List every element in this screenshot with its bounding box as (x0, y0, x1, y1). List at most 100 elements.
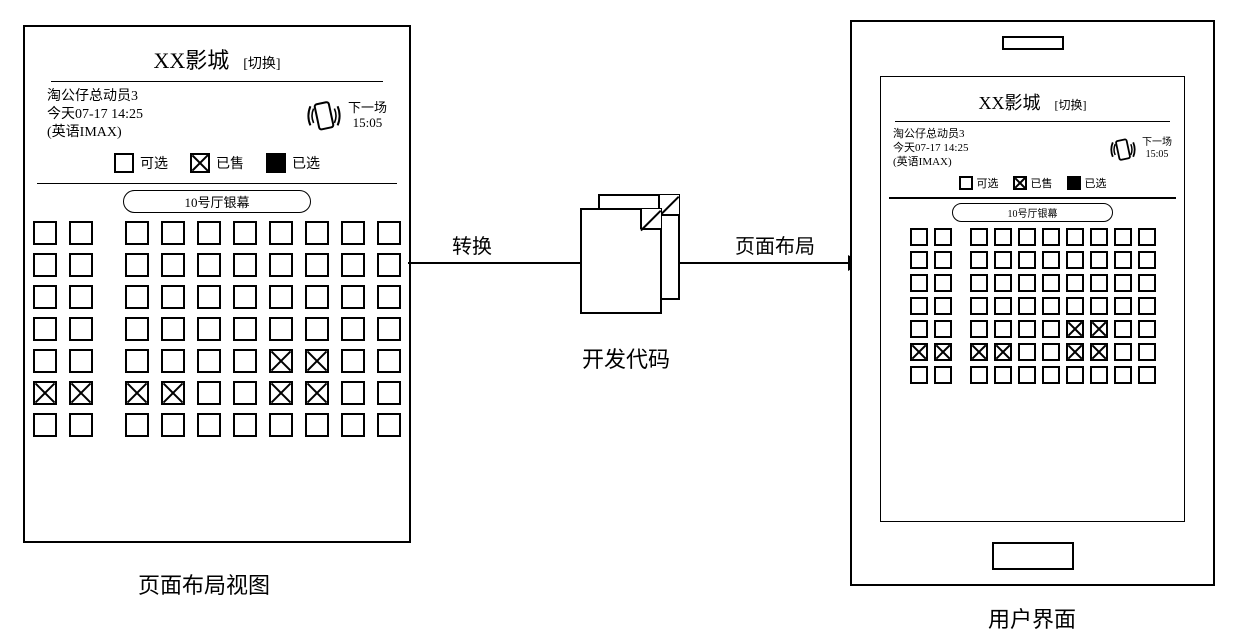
seat[interactable] (970, 320, 988, 338)
seat[interactable] (69, 285, 93, 309)
seat[interactable] (1114, 343, 1132, 361)
seat[interactable] (1138, 320, 1156, 338)
seat[interactable] (341, 253, 365, 277)
seat[interactable] (1042, 366, 1060, 384)
seat[interactable] (33, 349, 57, 373)
seat[interactable] (1066, 297, 1084, 315)
seat[interactable] (1114, 228, 1132, 246)
seat[interactable] (305, 349, 329, 373)
seat[interactable] (1042, 297, 1060, 315)
seat[interactable] (910, 274, 928, 292)
seat[interactable] (994, 320, 1012, 338)
seat[interactable] (125, 381, 149, 405)
seat[interactable] (69, 413, 93, 437)
seat[interactable] (197, 221, 221, 245)
seat[interactable] (994, 343, 1012, 361)
seat[interactable] (269, 381, 293, 405)
seat[interactable] (910, 343, 928, 361)
seat[interactable] (305, 413, 329, 437)
seat[interactable] (1042, 320, 1060, 338)
seat[interactable] (125, 349, 149, 373)
seat[interactable] (1138, 366, 1156, 384)
seat[interactable] (910, 251, 928, 269)
seat[interactable] (1018, 228, 1036, 246)
seat[interactable] (1090, 366, 1108, 384)
seat[interactable] (1138, 343, 1156, 361)
seat[interactable] (1018, 274, 1036, 292)
seat[interactable] (910, 297, 928, 315)
seat[interactable] (970, 366, 988, 384)
seat[interactable] (377, 317, 401, 341)
seat[interactable] (970, 228, 988, 246)
seat[interactable] (934, 297, 952, 315)
seat[interactable] (1066, 274, 1084, 292)
seat[interactable] (33, 381, 57, 405)
seat[interactable] (910, 320, 928, 338)
seat[interactable] (1090, 228, 1108, 246)
seat[interactable] (934, 343, 952, 361)
seat[interactable] (269, 317, 293, 341)
seat[interactable] (1066, 320, 1084, 338)
seat[interactable] (269, 349, 293, 373)
seat[interactable] (197, 253, 221, 277)
seat[interactable] (233, 349, 257, 373)
seat[interactable] (69, 349, 93, 373)
seat[interactable] (33, 413, 57, 437)
seat[interactable] (341, 349, 365, 373)
seat[interactable] (1042, 343, 1060, 361)
seat[interactable] (970, 251, 988, 269)
seat[interactable] (341, 285, 365, 309)
seat[interactable] (161, 413, 185, 437)
seat[interactable] (33, 253, 57, 277)
next-show-block[interactable]: 下一场 15:05 (304, 95, 387, 135)
seat[interactable] (377, 285, 401, 309)
seat[interactable] (233, 253, 257, 277)
seat[interactable] (1090, 251, 1108, 269)
seat[interactable] (33, 317, 57, 341)
seat[interactable] (269, 413, 293, 437)
seat[interactable] (1114, 366, 1132, 384)
seat[interactable] (125, 221, 149, 245)
seat[interactable] (1066, 251, 1084, 269)
seat[interactable] (305, 381, 329, 405)
seat[interactable] (1090, 297, 1108, 315)
seat[interactable] (69, 253, 93, 277)
switch-button[interactable]: [切换] (243, 53, 280, 73)
seat[interactable] (233, 221, 257, 245)
seat[interactable] (161, 349, 185, 373)
seat[interactable] (33, 285, 57, 309)
seat[interactable] (970, 274, 988, 292)
seat[interactable] (1042, 228, 1060, 246)
seat[interactable] (1114, 297, 1132, 315)
seat[interactable] (233, 317, 257, 341)
seat[interactable] (1090, 274, 1108, 292)
seat[interactable] (341, 381, 365, 405)
seat[interactable] (233, 413, 257, 437)
seat[interactable] (1018, 297, 1036, 315)
seat[interactable] (994, 228, 1012, 246)
seat[interactable] (197, 413, 221, 437)
seat[interactable] (994, 274, 1012, 292)
seat[interactable] (1090, 320, 1108, 338)
seat[interactable] (125, 285, 149, 309)
seat[interactable] (161, 253, 185, 277)
seat[interactable] (269, 285, 293, 309)
seat[interactable] (1066, 228, 1084, 246)
seat[interactable] (970, 343, 988, 361)
seat[interactable] (69, 317, 93, 341)
seat[interactable] (1066, 366, 1084, 384)
device-home-button[interactable] (992, 542, 1074, 570)
seat[interactable] (994, 251, 1012, 269)
seat[interactable] (1138, 297, 1156, 315)
seat[interactable] (161, 381, 185, 405)
seat[interactable] (377, 381, 401, 405)
seat[interactable] (33, 221, 57, 245)
seat[interactable] (305, 285, 329, 309)
seat[interactable] (1114, 251, 1132, 269)
seat[interactable] (197, 285, 221, 309)
seat[interactable] (910, 228, 928, 246)
seat[interactable] (1114, 274, 1132, 292)
seat[interactable] (69, 381, 93, 405)
seat[interactable] (1018, 366, 1036, 384)
seat[interactable] (1138, 274, 1156, 292)
